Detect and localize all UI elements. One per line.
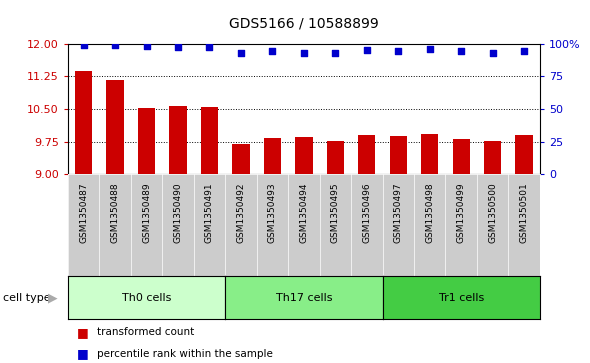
Bar	[358, 135, 375, 174]
Bar	[169, 106, 186, 174]
Bar	[232, 144, 250, 174]
Point	[330, 50, 340, 56]
Text: percentile rank within the sample: percentile rank within the sample	[97, 349, 273, 359]
Text: Th17 cells: Th17 cells	[276, 293, 332, 303]
Text: GSM1350497: GSM1350497	[394, 182, 403, 243]
Text: ▶: ▶	[48, 291, 58, 304]
Bar	[453, 139, 470, 174]
Text: GDS5166 / 10588899: GDS5166 / 10588899	[229, 16, 379, 30]
Text: GSM1350500: GSM1350500	[488, 182, 497, 243]
Bar	[389, 136, 407, 174]
Text: GSM1350501: GSM1350501	[520, 182, 529, 243]
Text: GSM1350489: GSM1350489	[142, 182, 151, 243]
Bar	[421, 134, 438, 174]
Bar	[138, 108, 155, 174]
Text: cell type: cell type	[3, 293, 51, 303]
Text: GSM1350491: GSM1350491	[205, 182, 214, 243]
Text: Th0 cells: Th0 cells	[122, 293, 171, 303]
Point	[205, 45, 214, 50]
Point	[519, 49, 529, 54]
Text: ■: ■	[77, 347, 88, 360]
Bar	[484, 141, 502, 174]
Text: GSM1350496: GSM1350496	[362, 182, 371, 243]
Text: GSM1350490: GSM1350490	[173, 182, 182, 243]
Point	[488, 50, 497, 56]
Text: Tr1 cells: Tr1 cells	[438, 293, 484, 303]
Point	[268, 49, 277, 54]
Point	[457, 49, 466, 54]
Bar	[295, 137, 313, 174]
Text: transformed count: transformed count	[97, 327, 195, 337]
Text: GSM1350499: GSM1350499	[457, 182, 466, 243]
Text: GSM1350495: GSM1350495	[331, 182, 340, 243]
Point	[425, 46, 434, 52]
Point	[110, 42, 120, 48]
Point	[299, 50, 309, 56]
Bar	[516, 135, 533, 174]
Bar	[327, 141, 344, 174]
Point	[142, 43, 151, 49]
Text: GSM1350488: GSM1350488	[110, 182, 120, 243]
Point	[236, 50, 245, 56]
Bar	[201, 107, 218, 174]
Text: GSM1350494: GSM1350494	[299, 182, 309, 243]
Text: ■: ■	[77, 326, 88, 339]
Point	[362, 47, 372, 53]
Text: GSM1350487: GSM1350487	[79, 182, 88, 243]
Bar	[75, 70, 92, 174]
Text: GSM1350498: GSM1350498	[425, 182, 434, 243]
Bar	[106, 80, 124, 174]
Point	[173, 45, 183, 50]
Point	[394, 49, 403, 54]
Text: GSM1350492: GSM1350492	[237, 182, 245, 243]
Point	[79, 42, 88, 48]
Bar	[264, 138, 281, 174]
Text: GSM1350493: GSM1350493	[268, 182, 277, 243]
